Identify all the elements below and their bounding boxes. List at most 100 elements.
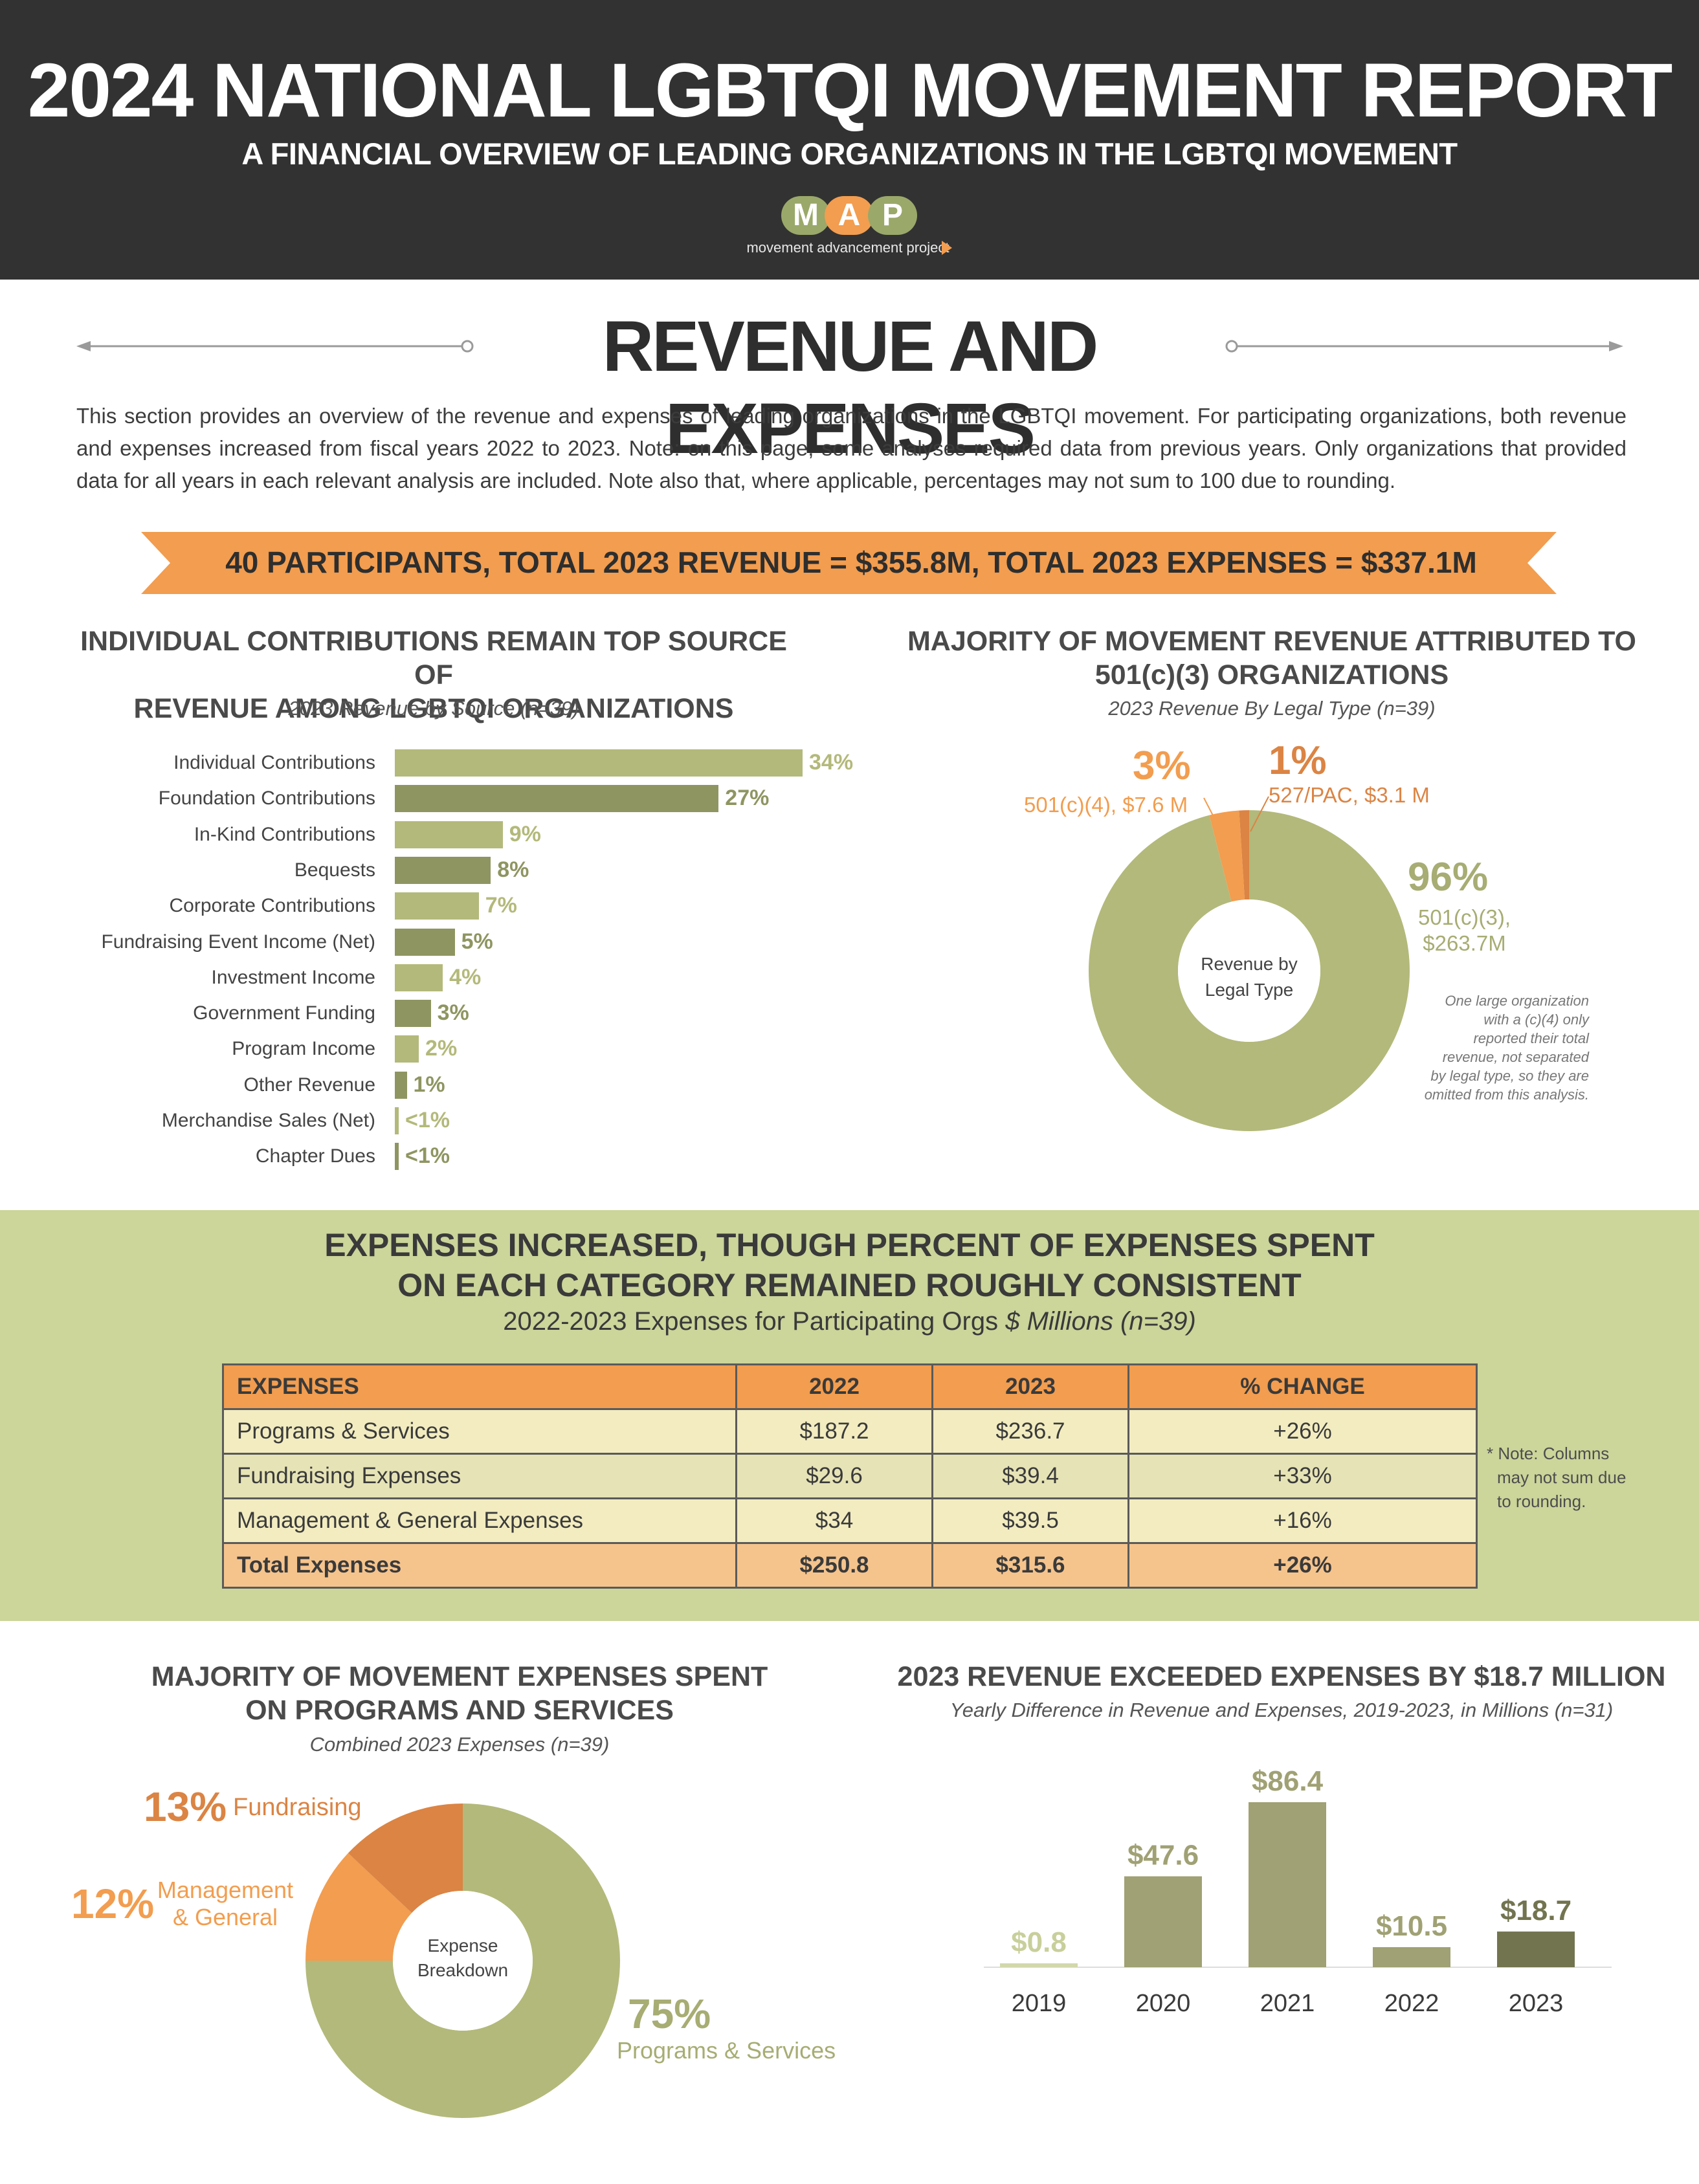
difference-chart: $0.8 2019 $47.6 2020 $86.4 2021 $10.5 2022 $18.7… [984, 1765, 1612, 2017]
difference-title: 2023 REVENUE EXCEEDED EXPENSES BY $18.7 … [897, 1661, 1666, 1692]
legal-type-center-label: Revenue by Legal Type [1201, 954, 1298, 1000]
year-tick-label: 2022 [1384, 1990, 1439, 2017]
revenue-bar [395, 856, 491, 884]
expense-breakdown-donut [305, 1803, 620, 2118]
revenue-bar [395, 1107, 399, 1134]
bar-category-label: Fundraising Event Income (Net) [101, 931, 375, 953]
table-row: Management & General Expenses $34 $39.5 … [222, 1497, 1478, 1544]
legal-callout-lines [1203, 796, 1269, 833]
row-label: Fundraising Expenses [222, 1453, 737, 1499]
year-tick-label: 2023 [1509, 1990, 1564, 2017]
bar-value-label: <1% [405, 1108, 450, 1132]
donut-slice [348, 1803, 463, 1914]
revenue-bar [395, 1143, 399, 1171]
bar-category-label: Chapter Dues [255, 1145, 375, 1167]
col-header-2023: 2023 [931, 1363, 1129, 1410]
donut-hole [393, 1891, 533, 2031]
year-tick-label: 2021 [1260, 1990, 1315, 2017]
bar-category-label: Program Income [232, 1038, 375, 1060]
bar-category-label: Government Funding [193, 1002, 375, 1024]
row-value-2022: $34 [735, 1497, 933, 1544]
revenue-bar [395, 964, 443, 991]
donut-slice [1089, 810, 1410, 1131]
total-change: +26% [1127, 1542, 1478, 1589]
table-header-row: EXPENSES 2022 2023 % CHANGE [222, 1363, 1478, 1410]
expense-breakdown-subtitle: Combined 2023 Expenses (n=39) [309, 1733, 610, 1756]
revenue-bar [395, 1000, 431, 1028]
donut-slice [305, 1853, 412, 1961]
expenses-table: EXPENSES 2022 2023 % CHANGE Programs & S… [222, 1363, 1478, 1589]
col-header-expenses: EXPENSES [222, 1363, 737, 1410]
legal-type-footnote: One large organization with a (c)(4) onl… [1424, 993, 1589, 1103]
intro-paragraph: This section provides an overview of the… [76, 404, 1627, 492]
year-tick-label: 2019 [1012, 1990, 1067, 2017]
bar-value-label: 9% [509, 821, 541, 846]
year-tick-label: 2020 [1136, 1990, 1191, 2017]
legal-type-donut [1089, 810, 1410, 1131]
expense-fund-pct: 13% [144, 1783, 227, 1830]
bar-value-label: 4% [449, 964, 482, 989]
revenue-source-title: INDIVIDUAL CONTRIBUTIONS REMAIN TOP SOUR… [80, 626, 787, 724]
difference-subtitle: Yearly Difference in Revenue and Expense… [949, 1699, 1614, 1721]
table-total-row: Total Expenses $250.8 $315.6 +26% [222, 1542, 1478, 1589]
logo-letter-p: P [868, 196, 917, 235]
bar-value-label: $47.6 [1127, 1840, 1199, 1871]
expense-breakdown-title: MAJORITY OF MOVEMENT EXPENSES SPENT ON P… [151, 1661, 768, 1726]
participants-banner [141, 532, 1557, 594]
total-value-2023: $315.6 [931, 1542, 1129, 1589]
report-title: 2024 NATIONAL LGBTQI MOVEMENT REPORT [27, 48, 1673, 133]
total-label: Total Expenses [222, 1542, 737, 1589]
legal-type-title: MAJORITY OF MOVEMENT REVENUE ATTRIBUTED … [907, 626, 1637, 690]
bar-value-label: $18.7 [1500, 1895, 1571, 1926]
legal-c3-pct: 96% [1408, 855, 1489, 899]
revenue-bar [395, 821, 503, 848]
logo-arrow-icon [942, 241, 952, 255]
donut-slice [305, 1803, 620, 2118]
section-title: REVENUE AND EXPENSES [602, 307, 1099, 469]
bar-value-label: 1% [413, 1072, 445, 1097]
section-title-rules [76, 340, 1623, 353]
row-value-2022: $29.6 [735, 1453, 933, 1499]
expense-center-label: Expense Breakdown [417, 1936, 509, 1980]
row-change: +33% [1127, 1453, 1478, 1499]
bar-value-label: 8% [497, 857, 529, 882]
logo-letter-m: M [781, 196, 830, 235]
difference-bar [1124, 1876, 1202, 1967]
expenses-table-note: * Note: Columns may not sum due to round… [1487, 1444, 1627, 1511]
row-value-2023: $236.7 [931, 1408, 1129, 1455]
revenue-source-subtitle: 2023 Revenue by Source (n=39) [288, 697, 579, 720]
difference-bar [1000, 1963, 1078, 1967]
bar-category-label: Individual Contributions [173, 752, 375, 773]
row-change: +16% [1127, 1497, 1478, 1544]
row-label: Management & General Expenses [222, 1497, 737, 1544]
bar-category-label: Merchandise Sales (Net) [161, 1110, 375, 1131]
bar-category-label: Investment Income [211, 966, 375, 988]
bar-value-label: $0.8 [1011, 1926, 1067, 1958]
difference-bar [1497, 1931, 1575, 1967]
bar-category-label: Corporate Contributions [169, 895, 375, 917]
row-value-2023: $39.4 [931, 1453, 1129, 1499]
bar-value-label: 34% [809, 750, 854, 775]
expense-fund-label: Fundraising [233, 1794, 362, 1821]
expense-mgmt-label: Management & General [157, 1877, 294, 1930]
difference-bar [1249, 1802, 1326, 1967]
total-value-2022: $250.8 [735, 1542, 933, 1589]
row-value-2022: $187.2 [735, 1408, 933, 1455]
legal-pac-label: 527/PAC, $3.1 M [1269, 783, 1430, 807]
revenue-bar [395, 892, 479, 920]
bar-value-label: 7% [485, 893, 517, 918]
bar-value-label: 3% [437, 1000, 469, 1026]
row-change: +26% [1127, 1408, 1478, 1455]
difference-bar [1373, 1947, 1450, 1967]
revenue-bar [395, 1035, 419, 1063]
expenses-table-title: EXPENSES INCREASED, THOUGH PERCENT OF EX… [324, 1227, 1375, 1303]
legal-c3-label: 501(c)(3), $263.7M [1417, 905, 1511, 955]
logo-tagline: movement advancement project [746, 239, 949, 256]
legal-c4-pct: 3% [1133, 744, 1191, 788]
logo-letter-a: A [825, 196, 874, 235]
row-value-2023: $39.5 [931, 1497, 1129, 1544]
table-row: Programs & Services $187.2 $236.7 +26% [222, 1408, 1478, 1455]
revenue-bar [395, 749, 803, 777]
bar-value-label: 5% [461, 929, 493, 954]
expense-prog-label: Programs & Services [617, 2037, 836, 2064]
